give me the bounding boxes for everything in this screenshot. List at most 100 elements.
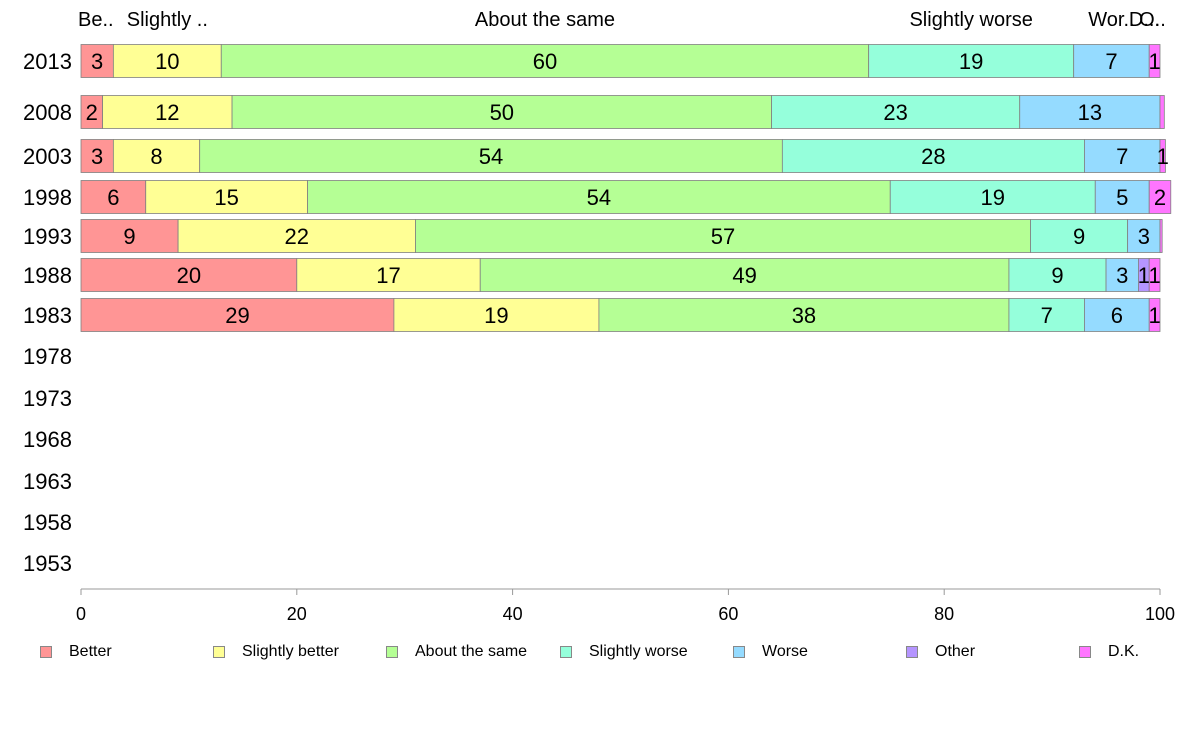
bar-segment-2013-slightly-worse xyxy=(868,44,1075,78)
bar-segment-2008-slightly-worse xyxy=(771,95,1021,129)
data-label: 1 xyxy=(1138,263,1150,288)
data-label: 50 xyxy=(490,100,514,125)
bar-segment-2013-better xyxy=(80,44,114,78)
bar-segment-2008-about-the-same xyxy=(231,95,772,129)
bar-segment-1988-worse xyxy=(1105,258,1139,292)
bar-segment-2003-slightly-better xyxy=(112,139,201,173)
bar-segment-2008-slightly-better xyxy=(102,95,233,129)
top-label-worse: Wor.. xyxy=(1088,9,1134,31)
legend-item-slightly-worse: Slightly worse xyxy=(560,640,688,664)
data-label: 7 xyxy=(1116,144,1128,169)
data-label: 8 xyxy=(150,144,162,169)
legend-label: About the same xyxy=(415,643,528,660)
data-label: 60 xyxy=(533,49,557,74)
bar-segment-1993-d-k- xyxy=(1159,219,1163,253)
bar-segment-2003-worse xyxy=(1084,139,1161,173)
year-label-1983: 1983 xyxy=(23,303,72,328)
data-label: 9 xyxy=(1073,224,1085,249)
x-tick-label: 80 xyxy=(934,604,954,624)
legend-swatch xyxy=(213,646,225,658)
legend-label: D.K. xyxy=(1108,643,1140,660)
legend-item-about-the-same: About the same xyxy=(386,640,527,664)
data-label: 1 xyxy=(1157,144,1169,169)
bar-segment-1993-worse xyxy=(1127,219,1161,253)
data-label: 1 xyxy=(1148,49,1160,74)
bar-segment-2013-d-k- xyxy=(1148,44,1161,78)
year-label-2013: 2013 xyxy=(23,49,72,74)
data-label: 7 xyxy=(1041,303,1053,328)
bar-segment-2013-slightly-better xyxy=(112,44,222,78)
data-label: 1 xyxy=(1148,263,1160,288)
bar-segment-1998-better xyxy=(80,180,147,214)
data-label: 28 xyxy=(921,144,945,169)
data-label: 6 xyxy=(1111,303,1123,328)
bar-segment-1988-better xyxy=(80,258,298,292)
data-label: 38 xyxy=(792,303,816,328)
legend-swatch xyxy=(906,646,918,658)
data-label: 19 xyxy=(484,303,508,328)
bar-segment-2008-d-k- xyxy=(1159,95,1165,129)
year-label-1993: 1993 xyxy=(23,224,72,249)
data-label: 3 xyxy=(91,144,103,169)
legend: Better Slightly better About the same Sligh… xyxy=(0,640,1188,664)
x-tick-label: 0 xyxy=(76,604,86,624)
legend-item-worse: Worse xyxy=(733,640,808,664)
data-label: 20 xyxy=(177,263,201,288)
top-label-d-k-: D... xyxy=(1129,9,1160,31)
top-label-slightly-better: Slightly .. xyxy=(127,9,208,31)
data-label: 19 xyxy=(959,49,983,74)
x-tick-label: 60 xyxy=(718,604,738,624)
data-label: 15 xyxy=(214,185,238,210)
bar-segment-1998-d-k- xyxy=(1148,180,1172,214)
bar-segment-1998-worse xyxy=(1094,180,1150,214)
data-label: 54 xyxy=(587,185,611,210)
data-label: 17 xyxy=(376,263,400,288)
bar-segment-2003-better xyxy=(80,139,114,173)
bar-segment-1998-slightly-better xyxy=(145,180,308,214)
bar-segment-1988-slightly-better xyxy=(296,258,481,292)
data-label: 7 xyxy=(1105,49,1117,74)
year-label-1953: 1953 xyxy=(23,551,72,576)
top-label-about-the-same: About the same xyxy=(475,9,615,31)
year-label-1973: 1973 xyxy=(23,386,72,411)
year-label-1963: 1963 xyxy=(23,469,72,494)
data-label: 3 xyxy=(91,49,103,74)
top-label-other: O.. xyxy=(1139,9,1166,31)
data-label: 5 xyxy=(1116,185,1128,210)
legend-item-better: Better xyxy=(40,640,112,664)
year-label-2003: 2003 xyxy=(23,144,72,169)
data-label: 29 xyxy=(225,303,249,328)
legend-label: Better xyxy=(69,643,112,660)
data-label: 2 xyxy=(1154,185,1166,210)
legend-item-slightly-better: Slightly better xyxy=(213,640,339,664)
data-label: 6 xyxy=(107,185,119,210)
bar-segment-1988-d-k- xyxy=(1148,258,1161,292)
legend-item-other: Other xyxy=(906,640,975,664)
data-label: 2 xyxy=(86,100,98,125)
data-label: 1 xyxy=(1148,303,1160,328)
bar-segment-2008-worse xyxy=(1019,95,1161,129)
bar-segment-1993-slightly-better xyxy=(177,219,416,253)
x-tick-label: 100 xyxy=(1145,604,1175,624)
data-label: 57 xyxy=(711,224,735,249)
legend-swatch xyxy=(40,646,52,658)
bar-segment-1998-about-the-same xyxy=(307,180,891,214)
year-label-1958: 1958 xyxy=(23,510,72,535)
bar-segment-1988-about-the-same xyxy=(479,258,1010,292)
bar-segment-1988-slightly-worse xyxy=(1008,258,1107,292)
data-label: 12 xyxy=(155,100,179,125)
bar-segment-1983-worse xyxy=(1084,298,1150,332)
data-label: 22 xyxy=(285,224,309,249)
data-label: 10 xyxy=(155,49,179,74)
legend-label: Other xyxy=(935,643,976,660)
bar-segment-2003-about-the-same xyxy=(199,139,783,173)
data-label: 9 xyxy=(123,224,135,249)
legend-label: Worse xyxy=(762,643,808,660)
data-label: 19 xyxy=(981,185,1005,210)
legend-swatch xyxy=(386,646,398,658)
legend-swatch xyxy=(1079,646,1091,658)
legend-label: Slightly worse xyxy=(589,643,688,660)
year-label-1988: 1988 xyxy=(23,263,72,288)
bar-segment-1993-about-the-same xyxy=(415,219,1031,253)
bar-segment-1993-better xyxy=(80,219,179,253)
